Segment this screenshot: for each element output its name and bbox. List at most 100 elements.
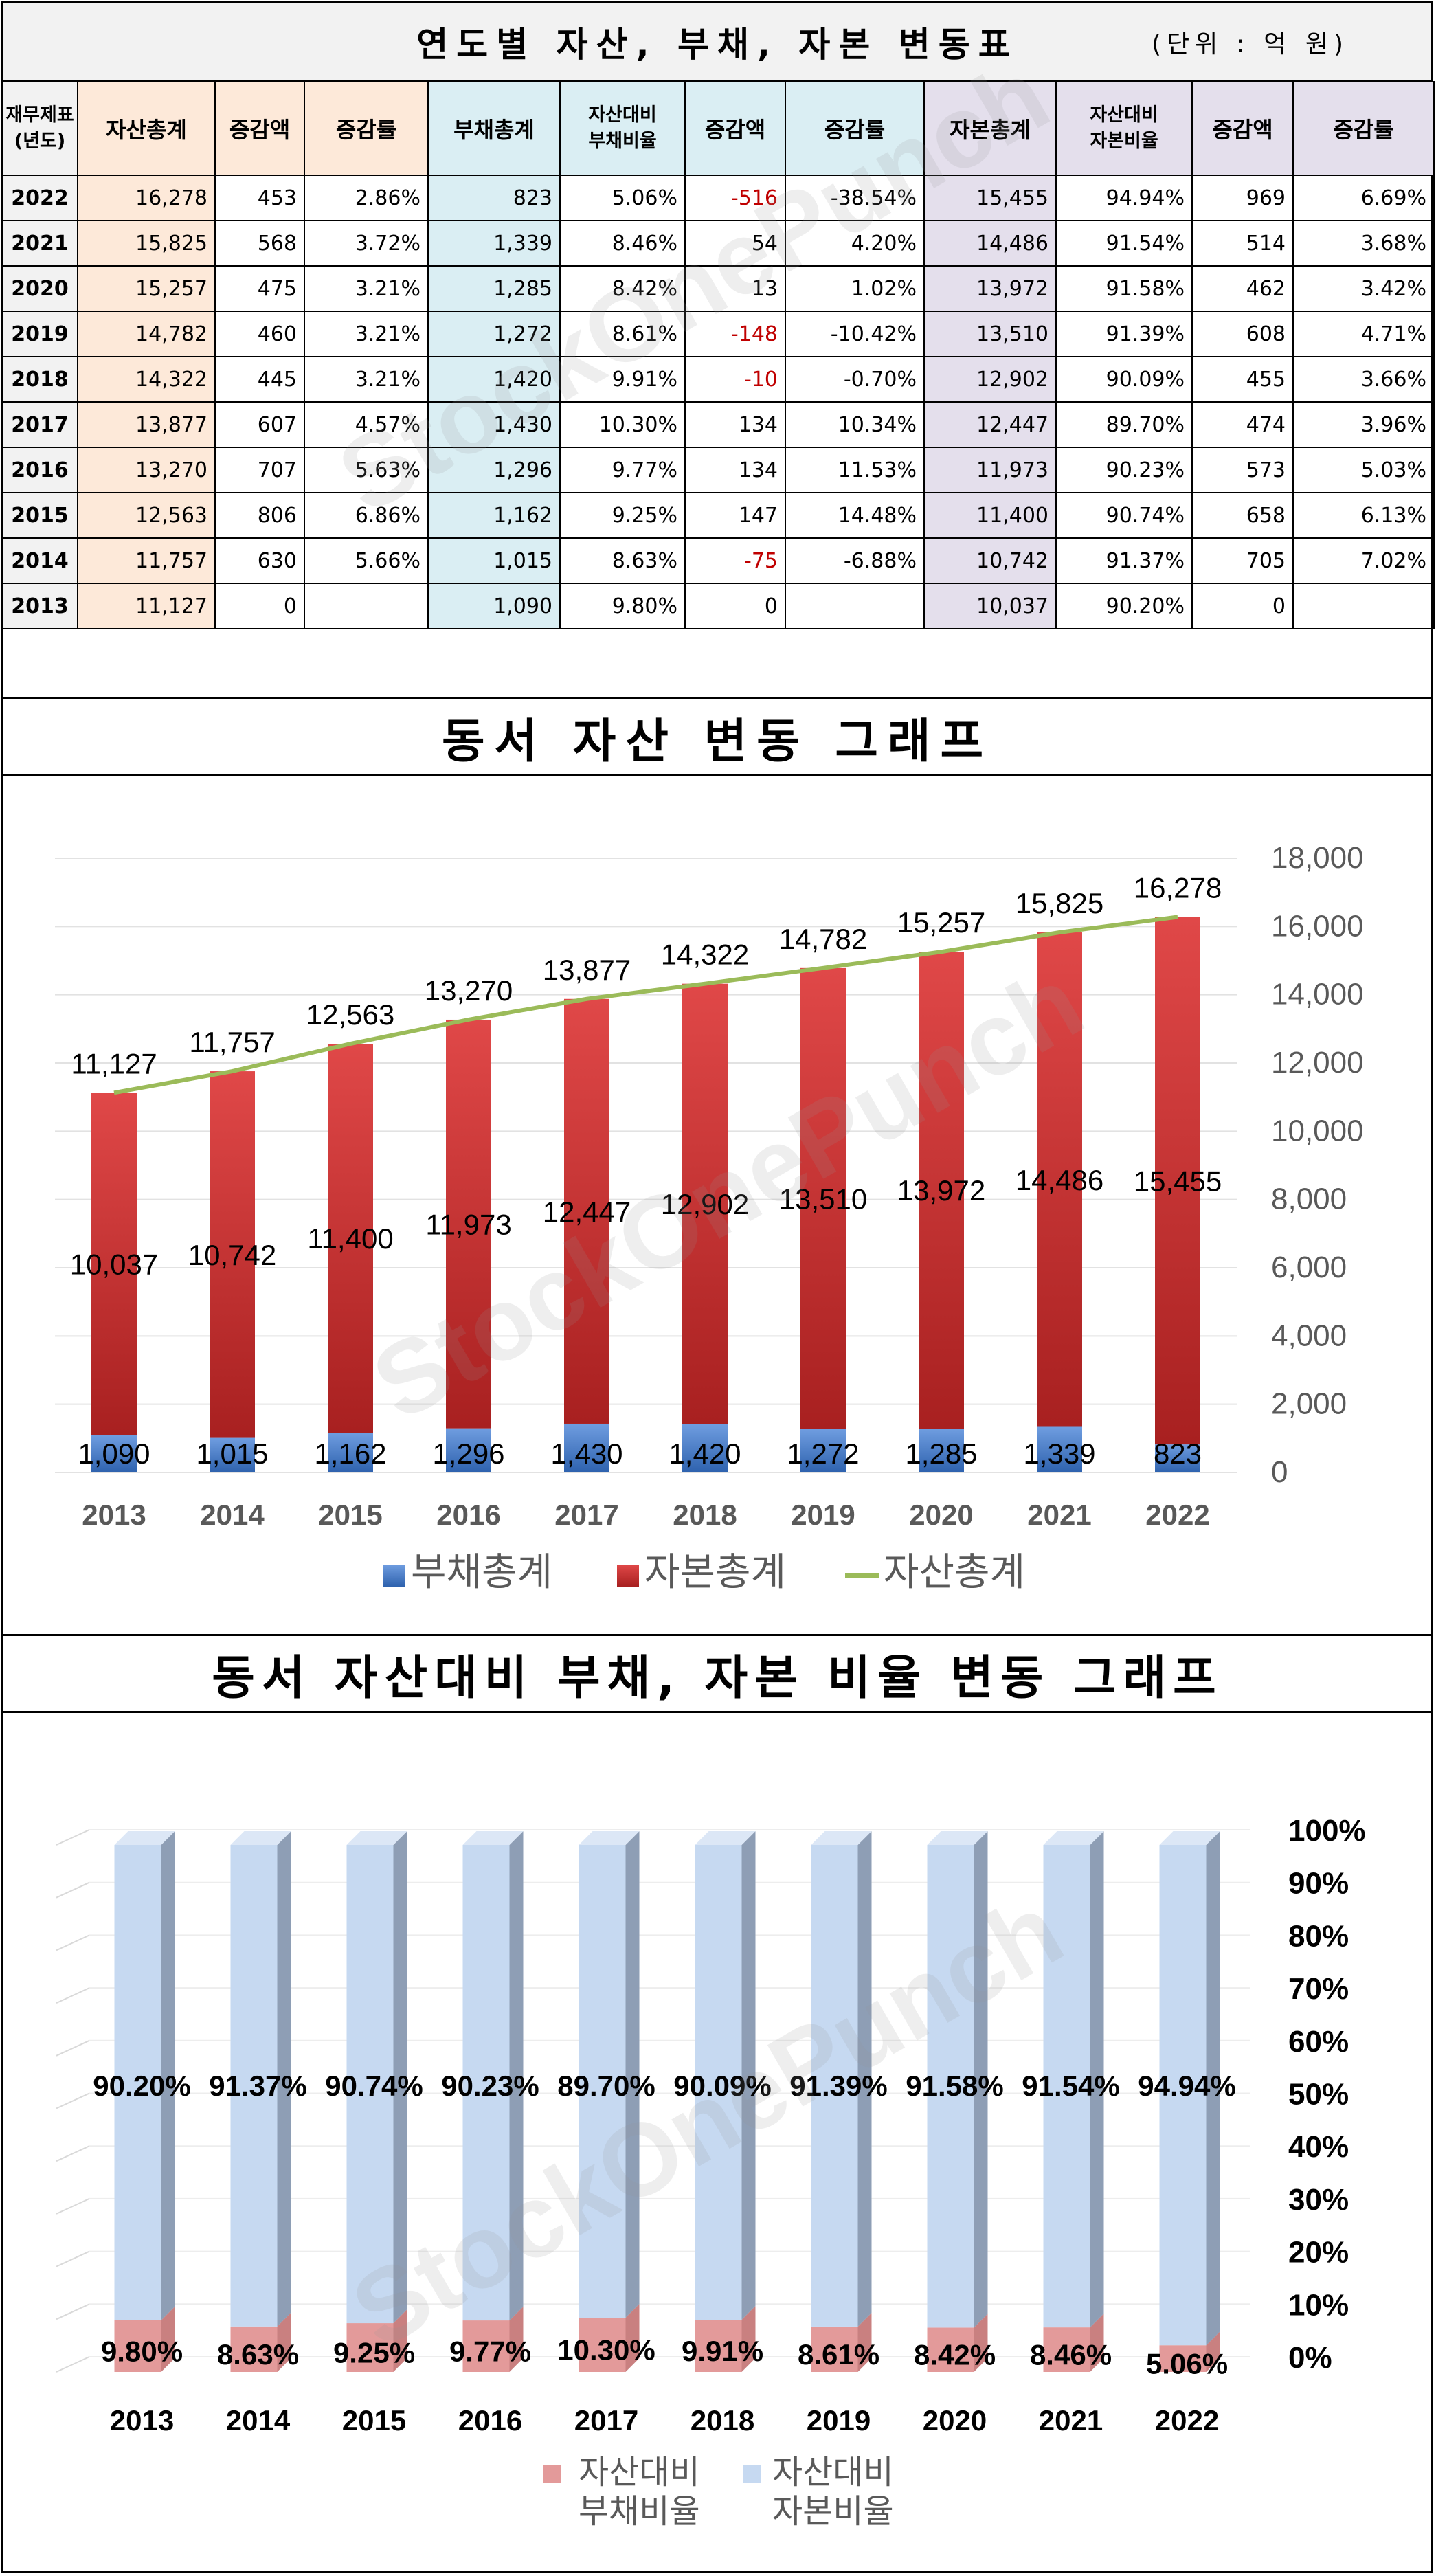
data-label-equity-ratio: 90.23% <box>441 2070 539 2102</box>
header-assets-rate: 증감률 <box>304 81 429 176</box>
x-tick-label: 2022 <box>1145 1499 1209 1531</box>
data-label-assets: 16,278 <box>1134 872 1222 904</box>
bar-equity-ratio-side <box>509 1831 524 2321</box>
value-cell: 9.25% <box>559 492 686 539</box>
value-cell: 13,972 <box>923 265 1057 312</box>
bar-equity-ratio-top <box>346 1831 407 1845</box>
value-cell: 11,400 <box>923 492 1057 539</box>
unit-label: (단위 : 억 원) <box>1151 30 1349 58</box>
x-tick-label: 2018 <box>673 1499 737 1531</box>
header-liabilities-rate: 증감률 <box>785 81 925 176</box>
value-cell: 90.20% <box>1055 583 1193 629</box>
y-tick-label: 2,000 <box>1271 1387 1347 1421</box>
bar-equity-ratio-top <box>695 1831 756 1845</box>
data-label-equity: 13,510 <box>779 1183 867 1215</box>
bar-liabilities <box>91 1435 137 1472</box>
legend-label-equity-ratio: 자본비율 <box>772 2494 894 2530</box>
y-tick-label: 60% <box>1288 2025 1349 2059</box>
value-cell: 15,257 <box>77 265 216 312</box>
value-cell: 13,510 <box>923 311 1057 357</box>
value-cell: 1,162 <box>427 492 561 539</box>
y-tick-label: 20% <box>1288 2236 1349 2270</box>
value-cell <box>1292 583 1435 629</box>
bar-debt-ratio-side <box>741 2305 756 2372</box>
value-cell: 453 <box>214 175 305 221</box>
y-tick-label: 0% <box>1288 2341 1332 2375</box>
value-cell: 1,285 <box>427 265 561 312</box>
x-tick-label: 2014 <box>200 1499 265 1531</box>
value-cell: 573 <box>1191 447 1294 493</box>
bar-equity-ratio-top <box>927 1831 988 1845</box>
year-cell: 2015 <box>1 492 78 539</box>
y-tick-label: 30% <box>1288 2183 1349 2217</box>
data-label-liabilities: 1,272 <box>787 1437 859 1470</box>
bar-equity-ratio <box>811 1845 858 2327</box>
bar-debt-ratio <box>230 2326 278 2372</box>
year-cell: 2018 <box>1 356 78 403</box>
bar-equity <box>210 1071 255 1438</box>
value-cell: 3.21% <box>304 265 429 312</box>
value-cell: 462 <box>1191 265 1294 312</box>
value-cell: 0 <box>214 583 305 629</box>
gridline <box>56 2250 90 2267</box>
bar-equity-ratio-side <box>393 1831 407 2324</box>
bar-debt-ratio-side <box>1206 2331 1220 2372</box>
y-tick-label: 90% <box>1288 1867 1349 1901</box>
value-cell: 14,782 <box>77 311 216 357</box>
data-label-assets: 12,563 <box>306 998 394 1031</box>
bar-debt-ratio-side <box>857 2312 872 2372</box>
data-label-equity-ratio: 91.54% <box>1022 2070 1119 2102</box>
value-cell: 4.71% <box>1292 311 1435 357</box>
gridline <box>56 2092 90 2109</box>
value-cell: 9.91% <box>559 356 686 403</box>
y-tick-label: 8,000 <box>1271 1183 1347 1216</box>
bar-equity <box>1037 932 1082 1427</box>
bar-debt-ratio <box>462 2320 510 2372</box>
bar-debt-ratio-side <box>277 2312 291 2372</box>
x-tick-label: 2015 <box>318 1499 382 1531</box>
value-cell: 4.57% <box>304 401 429 448</box>
value-cell: 91.39% <box>1055 311 1193 357</box>
bar-equity <box>564 998 609 1424</box>
value-cell: -38.54% <box>785 175 925 221</box>
gridline <box>56 1829 90 1846</box>
bar-equity <box>800 967 846 1429</box>
bar-debt-ratio-side <box>161 2306 175 2372</box>
data-label-equity: 11,400 <box>307 1222 393 1255</box>
bar-liabilities <box>800 1429 846 1472</box>
data-label-equity-ratio: 94.94% <box>1138 2070 1235 2102</box>
data-label-equity-ratio: 89.70% <box>557 2070 655 2102</box>
header-equity: 자본총계 <box>923 81 1057 176</box>
y-tick-label: 0 <box>1271 1455 1288 1489</box>
bar-equity-ratio-top <box>1043 1831 1104 1845</box>
value-cell: 3.66% <box>1292 356 1435 403</box>
year-cell: 2016 <box>1 447 78 493</box>
x-tick-label: 2016 <box>436 1499 500 1531</box>
value-cell: -75 <box>684 537 786 584</box>
value-cell: 15,455 <box>923 175 1057 221</box>
bar-equity <box>91 1093 137 1435</box>
value-cell: -6.88% <box>785 537 925 584</box>
bar-equity <box>682 983 728 1424</box>
bar-equity-ratio-side <box>1206 1831 1220 2346</box>
bar-equity-ratio <box>462 1845 510 2321</box>
y-tick-label: 40% <box>1288 2130 1349 2164</box>
bar-equity-ratio-top <box>114 1831 175 1845</box>
value-cell: -10.42% <box>785 311 925 357</box>
year-cell: 2022 <box>1 175 78 221</box>
y-tick-label: 10% <box>1288 2288 1349 2322</box>
year-cell: 2019 <box>1 311 78 357</box>
value-cell: 2.86% <box>304 175 429 221</box>
bar-equity-ratio-top <box>462 1831 524 1845</box>
value-cell: 10,742 <box>923 537 1057 584</box>
bar-equity-ratio-top <box>579 1831 640 1845</box>
chart2-title-bar: 동서 자산대비 부채, 자본 비율 변동 그래프 <box>1 1634 1433 1713</box>
bar-debt-ratio <box>811 2326 858 2372</box>
value-cell: 1,339 <box>427 220 561 267</box>
value-cell: 90.09% <box>1055 356 1193 403</box>
table-title: 연도별 자산, 부채, 자본 변동표 <box>416 25 1018 65</box>
value-cell: 455 <box>1191 356 1294 403</box>
gridline <box>56 2197 90 2215</box>
x-tick-label: 2013 <box>82 1499 146 1531</box>
value-cell: 969 <box>1191 175 1294 221</box>
